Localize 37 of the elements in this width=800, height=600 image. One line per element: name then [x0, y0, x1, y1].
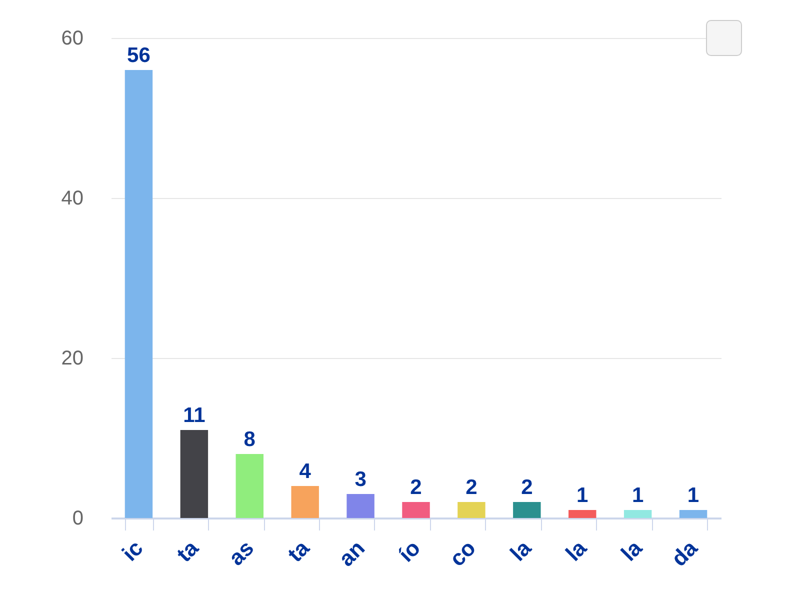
x-tick-label: la	[505, 534, 536, 566]
bar	[402, 502, 430, 518]
y-tick-label: 60	[61, 28, 84, 50]
data-label: 3	[354, 468, 366, 491]
bar	[180, 430, 208, 518]
x-tick-label: ta	[282, 534, 315, 567]
bar	[679, 510, 708, 518]
x-tick-label: la	[560, 534, 592, 566]
bar	[458, 502, 486, 518]
bar	[236, 454, 264, 518]
x-tick-label: ío	[393, 535, 425, 567]
data-label: 1	[687, 484, 700, 507]
bar	[346, 494, 374, 518]
y-tick-label: 20	[61, 348, 84, 370]
data-label: 2	[410, 476, 422, 499]
data-label: 2	[521, 476, 533, 499]
y-tick-label: 40	[61, 188, 84, 210]
data-label: 8	[244, 428, 256, 451]
x-tick-label: an	[334, 535, 370, 572]
x-tick-label: la	[616, 534, 648, 566]
data-label: 1	[632, 484, 644, 507]
data-label: 56	[127, 44, 150, 67]
bar	[568, 510, 596, 518]
y-tick-label: 0	[72, 508, 84, 530]
bar	[124, 70, 153, 518]
data-label: 11	[183, 404, 206, 427]
data-label: 2	[466, 476, 478, 499]
data-label: 4	[299, 460, 312, 483]
bar	[291, 486, 319, 518]
bar	[624, 510, 652, 518]
x-tick-label: da	[666, 534, 703, 572]
x-tick-label: ta	[172, 534, 204, 567]
x-tick-label: co	[444, 535, 480, 572]
bar	[513, 502, 541, 518]
data-label: 1	[576, 484, 589, 507]
x-tick-label: ic	[117, 535, 148, 566]
x-tick-label: as	[224, 535, 259, 570]
